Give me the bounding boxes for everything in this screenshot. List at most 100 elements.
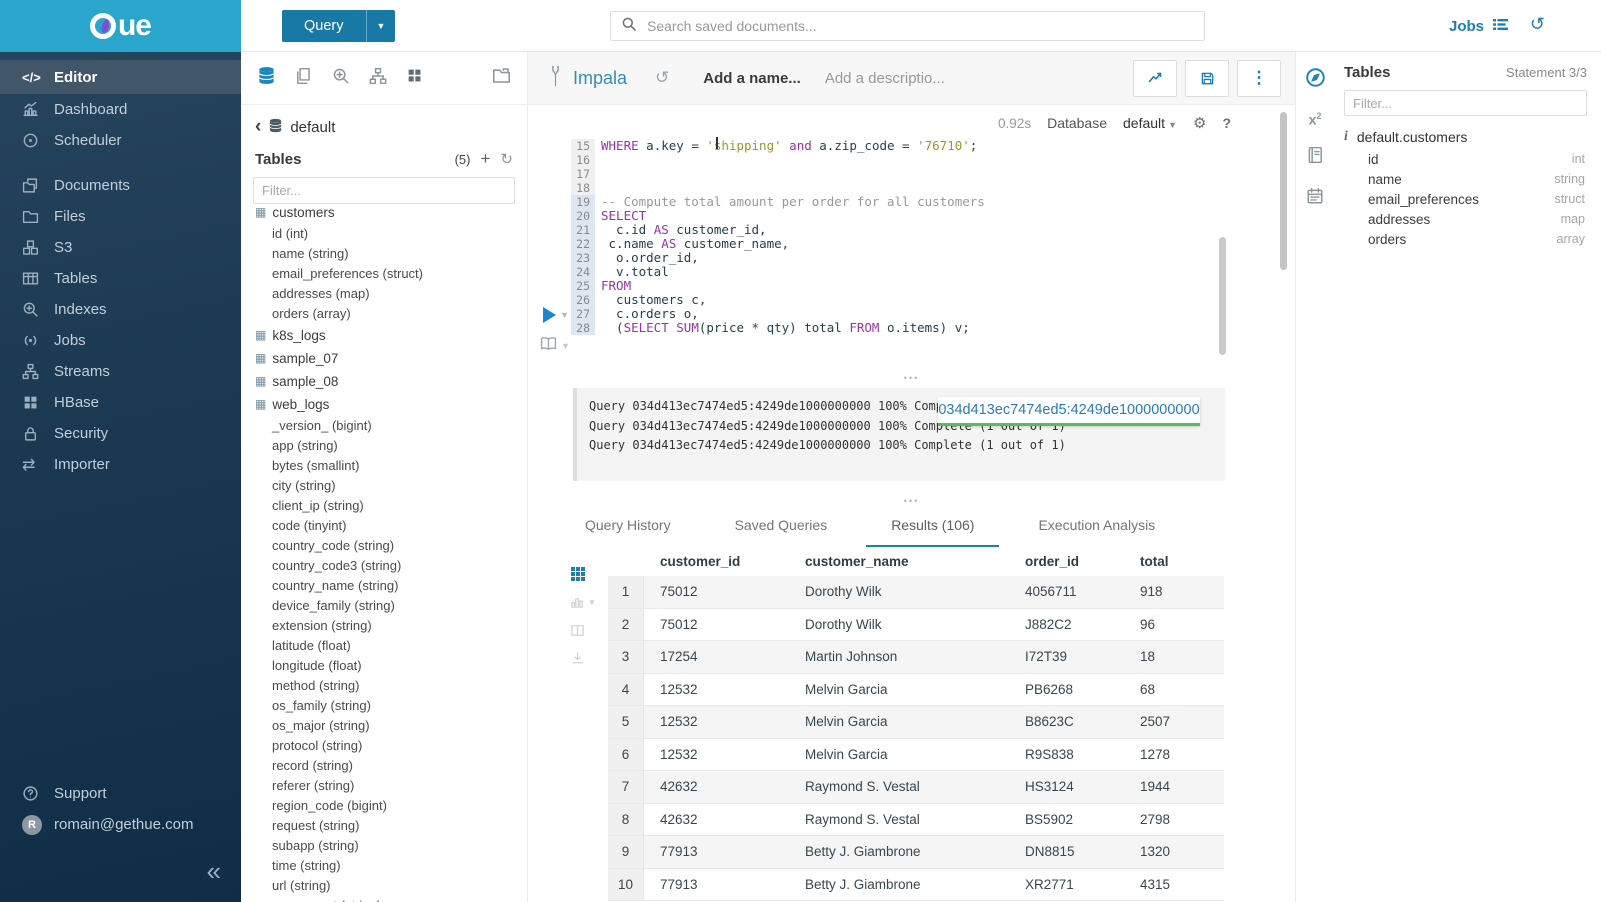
editor-scrollbar[interactable] [1219, 237, 1226, 355]
tree-item[interactable]: ▦ device_family (string) [272, 598, 395, 613]
query-history-icon[interactable]: ↺ [655, 68, 670, 87]
presentation-mode-button[interactable]: ▼ [540, 336, 570, 356]
code-line[interactable] [601, 181, 1210, 195]
tree-item[interactable]: ▦ customers [255, 201, 527, 224]
column-header[interactable]: customer_name [805, 553, 909, 569]
database-name[interactable]: default [290, 119, 336, 136]
tree-item[interactable]: ▦ url (string) [272, 878, 331, 893]
result-row[interactable]: 7 42632 Raymond S. Vestal HS3124 1944 [608, 771, 1224, 804]
tree-item[interactable]: ▦ protocol (string) [272, 738, 363, 753]
hierarchy-icon[interactable] [369, 67, 387, 90]
query-button[interactable]: Query ▼ [282, 10, 396, 42]
tree-item[interactable]: ▦ os_family (string) [272, 698, 371, 713]
panel-scrollbar[interactable] [1280, 112, 1287, 270]
chart-button[interactable] [1133, 59, 1177, 97]
query-dropdown-caret[interactable]: ▼ [376, 21, 386, 31]
code-line[interactable] [601, 167, 1210, 181]
code-line[interactable]: c.name AS customer_name, [601, 236, 790, 251]
book-options-caret[interactable]: ▼ [561, 341, 570, 351]
save-button[interactable] [1185, 59, 1229, 97]
back-chevron-icon[interactable]: ‹ [255, 116, 262, 137]
tables-filter-input[interactable] [253, 177, 515, 204]
query-description-field[interactable]: Add a descriptio... [824, 69, 945, 87]
jobs-link[interactable]: Jobs [1449, 0, 1509, 52]
code-line[interactable]: customers c, [601, 292, 707, 307]
sidebar-item-files[interactable]: Files [0, 201, 241, 232]
tree-item[interactable]: ▦ subapp (string) [272, 838, 359, 853]
code-line[interactable] [601, 153, 1210, 167]
sidebar-item-editor[interactable]: </> Editor [0, 60, 241, 94]
column-row[interactable]: name string [1344, 169, 1587, 189]
tab-results[interactable]: Results (106) [866, 505, 1000, 547]
sidebar-item-security[interactable]: Security [0, 418, 241, 449]
apps-grid-icon[interactable] [406, 67, 423, 89]
tree-item[interactable]: ▦ _version_ (bigint) [272, 418, 372, 433]
active-table[interactable]: i default.customers [1344, 129, 1587, 145]
hue-logo[interactable]: ue [0, 0, 241, 52]
resize-grip[interactable]: ••• [903, 496, 920, 506]
code-line[interactable]: c.orders o, [601, 306, 699, 321]
refresh-icon[interactable]: ↻ [500, 151, 513, 168]
code-editor[interactable]: WHERE a.key = 'shipping' and a.zip_code … [601, 139, 1210, 335]
settings-gear-icon[interactable]: ⚙ [1192, 115, 1207, 132]
column-row[interactable]: orders array [1344, 229, 1587, 249]
tree-item[interactable]: ▦ web_logs [255, 393, 527, 416]
tree-item[interactable]: ▦ time (string) [272, 858, 341, 873]
code-line[interactable]: SELECT [601, 208, 647, 223]
result-row[interactable]: 4 12532 Melvin Garcia PB6268 68 [608, 673, 1224, 706]
sidebar-item-s3[interactable]: S3 [0, 232, 241, 263]
column-row[interactable]: addresses map [1344, 209, 1587, 229]
database-select[interactable]: default ▼ [1123, 115, 1177, 131]
more-options-button[interactable]: ⋮ [1237, 59, 1281, 97]
engine-label[interactable]: Impala [573, 67, 628, 88]
explorer-compass-icon[interactable] [1305, 67, 1326, 93]
column-header[interactable]: total [1140, 553, 1169, 569]
code-line[interactable]: (SELECT SUM(price * qty) total FROM o.it… [601, 320, 970, 335]
sidebar-item-jobs[interactable]: Jobs [0, 325, 241, 356]
code-line[interactable]: WHERE a.key = 'shipping' and a.zip_code … [601, 138, 978, 153]
job-id-badge[interactable]: 034d413ec7474ed5:4249de1000000000 [938, 397, 1200, 426]
run-options-caret[interactable]: ▼ [560, 310, 569, 320]
result-row[interactable]: 3 17254 Martin Johnson I72T39 18 [608, 641, 1224, 674]
code-line[interactable]: o.order_id, [601, 250, 699, 265]
tree-item[interactable]: ▦ longitude (float) [272, 658, 362, 673]
sidebar-item-scheduler[interactable]: Scheduler [0, 125, 241, 156]
language-reference-icon[interactable] [1306, 146, 1324, 169]
tree-item[interactable]: ▦ region_code (bigint) [272, 798, 387, 813]
code-line[interactable]: FROM [601, 278, 632, 293]
tree-item[interactable]: ▦ addresses (map) [272, 286, 370, 301]
documents-assist-icon[interactable] [295, 67, 313, 90]
tree-item[interactable]: ▦ id (int) [272, 226, 309, 241]
zoom-icon[interactable] [332, 67, 350, 90]
sidebar-item-indexes[interactable]: Indexes [0, 294, 241, 325]
tree-item[interactable]: ▦ os_major (string) [272, 718, 370, 733]
tree-item[interactable]: ▦ k8s_logs [255, 324, 527, 347]
result-row[interactable]: 5 12532 Melvin Garcia B8623C 2507 [608, 706, 1224, 739]
download-icon[interactable] [570, 651, 585, 666]
tab-query-history[interactable]: Query History [585, 517, 671, 533]
tree-item[interactable]: ▦ extension (string) [272, 618, 372, 633]
tree-item[interactable]: ▦ country_code (string) [272, 538, 395, 553]
tree-item[interactable]: ▦ sample_07 [255, 347, 527, 370]
tree-item[interactable]: ▦ email_preferences (struct) [272, 266, 423, 281]
columns-view-icon[interactable] [570, 623, 585, 638]
collapse-sidebar-icon[interactable]: « [206, 856, 221, 886]
history-icon[interactable]: ↺ [1529, 14, 1545, 34]
column-row[interactable]: id int [1344, 149, 1587, 169]
column-row[interactable]: email_preferences struct [1344, 189, 1587, 209]
code-line[interactable]: c.id AS customer_id, [601, 222, 767, 237]
tree-item[interactable]: ▦ city (string) [272, 478, 336, 493]
tree-item[interactable]: ▦ country_name (string) [272, 578, 399, 593]
tree-item[interactable]: ▦ country_code3 (string) [272, 558, 402, 573]
functions-icon[interactable]: x2 [1308, 111, 1322, 128]
sidebar-item-support[interactable]: Support [0, 778, 241, 809]
tab-saved-queries[interactable]: Saved Queries [734, 517, 828, 533]
grid-view-icon[interactable] [570, 566, 586, 582]
tree-item[interactable]: ▦ code (tinyint) [272, 518, 347, 533]
help-icon[interactable]: ? [1222, 115, 1231, 131]
column-header[interactable]: customer_id [660, 553, 741, 569]
result-row[interactable]: 6 12532 Melvin Garcia R9S838 1278 [608, 738, 1224, 771]
sidebar-item-documents[interactable]: Documents [0, 170, 241, 201]
tree-item[interactable]: ▦ record (string) [272, 758, 353, 773]
chart-view-icon[interactable]: ▼ [570, 595, 596, 610]
